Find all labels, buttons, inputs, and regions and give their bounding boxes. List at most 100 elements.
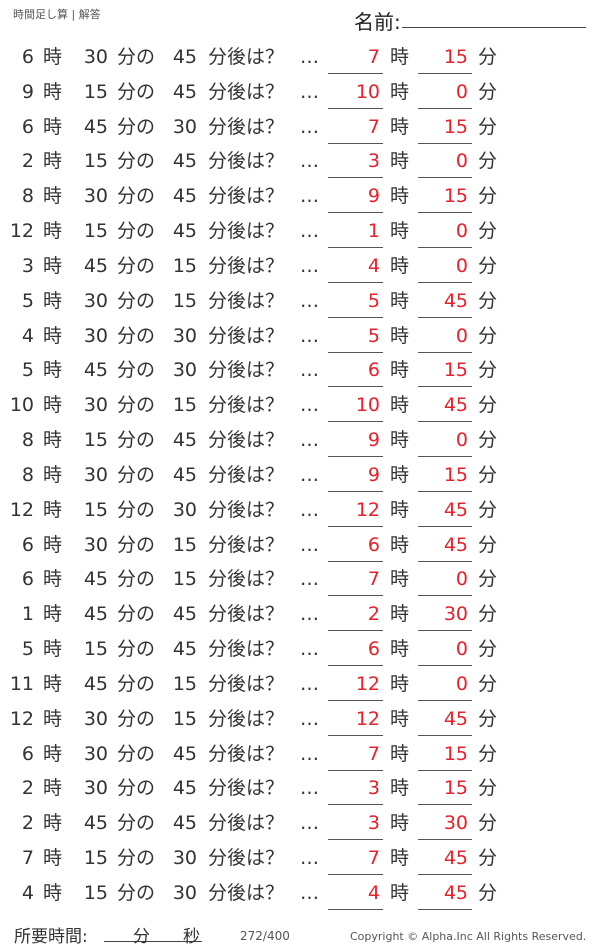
minute-label: 分 [478,150,498,173]
hour-label: 時 [390,742,410,765]
answer-minute-box[interactable] [418,699,472,701]
minute-of-label: 分の [117,463,156,486]
answer-hour: 3 [367,812,380,835]
hour-label: 時 [43,742,63,765]
answer-hour: 10 [355,394,380,417]
answer-minute-box[interactable] [418,734,472,736]
answer-minute: 0 [455,254,468,277]
answer-hour-box[interactable] [328,247,383,249]
answer-minute: 15 [443,742,468,765]
answer-hour-box[interactable] [328,73,383,74]
answer-hour-box[interactable] [328,386,383,388]
answer-minute-box[interactable] [418,804,472,806]
answer-minute-box[interactable] [418,316,472,318]
minute-of-label: 分の [117,150,156,173]
ellipsis: … [300,847,319,870]
minutes-unit: 分 [133,927,150,947]
after-label: 分後は？ [208,603,285,626]
answer-minute-box[interactable] [418,908,472,910]
start-hour: 4 [21,324,34,347]
answer-minute-box[interactable] [418,142,472,144]
minute-of-label: 分の [117,812,156,835]
answer-minute-box[interactable] [418,212,472,214]
answer-minute-box[interactable] [418,595,472,597]
answer-minute-box[interactable] [418,490,472,492]
answer-hour-box[interactable] [328,490,383,492]
answer-hour-box[interactable] [328,560,383,562]
answer-hour-box[interactable] [328,351,383,353]
hour-label: 時 [390,498,410,521]
answer-hour-box[interactable] [328,630,383,632]
start-minute: 15 [83,638,108,661]
ellipsis: … [300,672,319,695]
after-label: 分後は？ [208,46,285,68]
answer-hour-box[interactable] [328,316,383,318]
start-hour: 8 [21,185,34,208]
answer-minute-box[interactable] [418,630,472,632]
problem-row: 6 時 30 分の 45 分後は？… 7 時 15 分 [0,742,600,776]
answer-minute-box[interactable] [418,769,472,771]
answer-minute-box[interactable] [418,421,472,423]
ellipsis: … [300,289,319,312]
answer-hour-box[interactable] [328,874,383,876]
answer-hour-box[interactable] [328,107,383,109]
answer-hour-box[interactable] [328,769,383,771]
answer-minute: 0 [455,150,468,173]
time-required-field[interactable] [104,941,202,942]
start-hour: 8 [21,429,34,452]
answer-minute-box[interactable] [418,665,472,667]
answer-minute-box[interactable] [418,386,472,388]
answer-hour-box[interactable] [328,665,383,667]
answer-hour-box[interactable] [328,177,383,179]
hour-label: 時 [390,603,410,626]
hour-label: 時 [390,80,410,103]
problem-row: 2 時 30 分の 45 分後は？… 3 時 15 分 [0,776,600,810]
answer-minute-box[interactable] [418,247,472,249]
hour-label: 時 [43,847,63,870]
answer-hour-box[interactable] [328,421,383,423]
answer-minute-box[interactable] [418,839,472,841]
hour-label: 時 [390,533,410,556]
start-minute: 30 [83,394,108,417]
answer-hour-box[interactable] [328,595,383,597]
ellipsis: … [300,359,319,382]
minute-label: 分 [478,881,498,904]
start-hour: 5 [21,359,34,382]
added-minutes: 45 [172,185,197,208]
start-minute: 30 [83,777,108,800]
answer-hour-box[interactable] [328,281,383,283]
answer-hour-box[interactable] [328,212,383,214]
answer-minute-box[interactable] [418,107,472,109]
start-minute: 30 [83,185,108,208]
minute-label: 分 [478,847,498,870]
start-hour: 12 [9,220,34,243]
answer-minute-box[interactable] [418,73,472,74]
hour-label: 時 [390,324,410,347]
answer-minute-box[interactable] [418,456,472,458]
answer-hour: 10 [355,80,380,103]
answer-minute-box[interactable] [418,351,472,353]
hour-label: 時 [390,638,410,661]
problem-row: 4 時 15 分の 30 分後は？… 4 時 45 分 [0,881,600,915]
answer-minute-box[interactable] [418,874,472,876]
hour-label: 時 [390,115,410,138]
answer-hour-box[interactable] [328,699,383,701]
answer-minute-box[interactable] [418,560,472,562]
start-hour: 2 [21,812,34,835]
answer-hour-box[interactable] [328,525,383,527]
answer-hour-box[interactable] [328,734,383,736]
answer-minute-box[interactable] [418,525,472,527]
answer-minute: 0 [455,429,468,452]
answer-hour-box[interactable] [328,142,383,144]
ellipsis: … [300,150,319,173]
answer-minute-box[interactable] [418,177,472,179]
answer-hour-box[interactable] [328,839,383,841]
start-hour: 2 [21,777,34,800]
answer-hour-box[interactable] [328,456,383,458]
answer-minute-box[interactable] [418,281,472,283]
answer-hour: 7 [367,115,380,138]
name-field[interactable] [402,27,586,28]
minute-of-label: 分の [117,46,156,68]
answer-hour-box[interactable] [328,804,383,806]
answer-hour-box[interactable] [328,908,383,910]
